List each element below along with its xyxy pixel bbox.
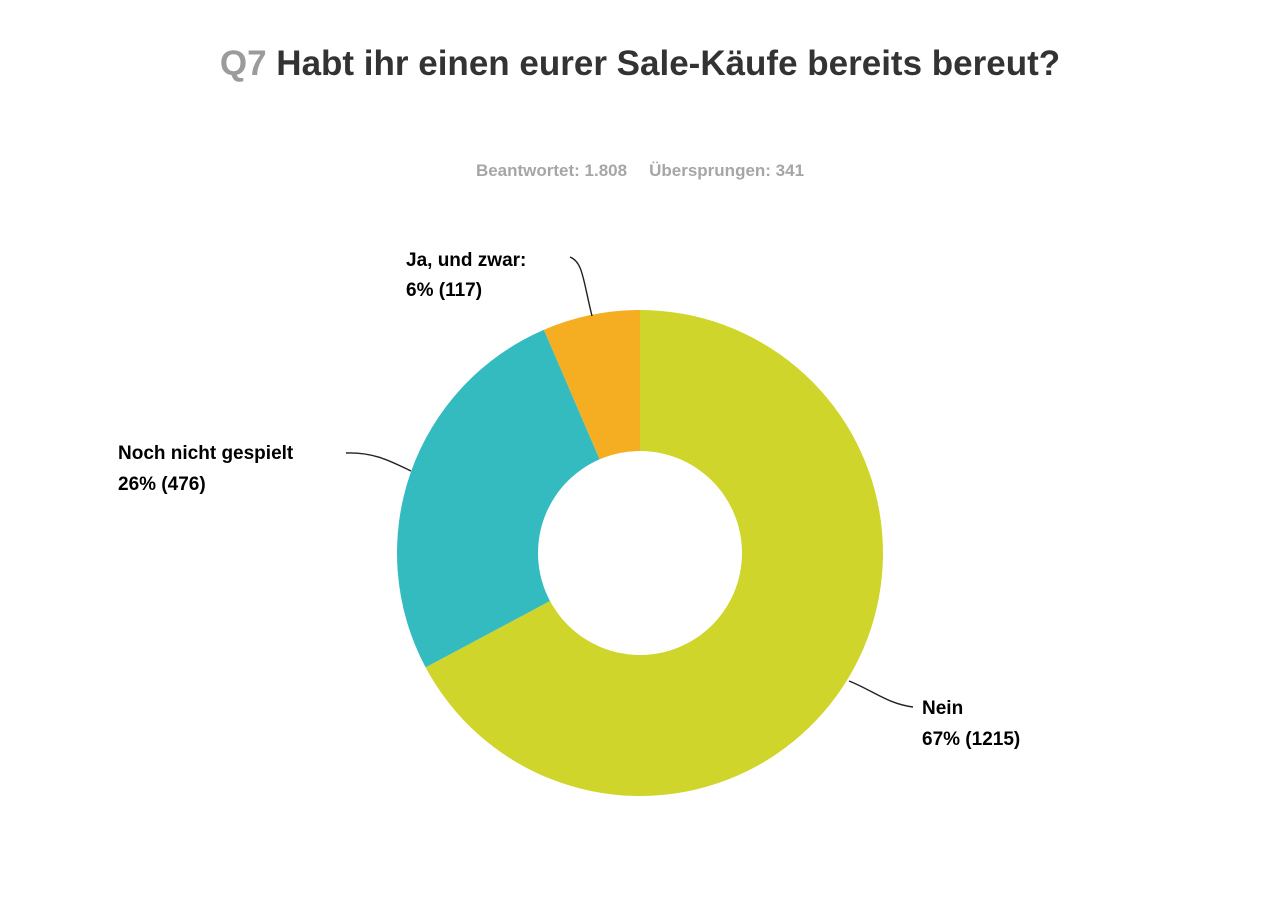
label-group-nein: Nein 67% (1215) xyxy=(848,680,1020,750)
label-group-noch-nicht-gespielt: Noch nicht gespielt 26% (476) xyxy=(118,443,412,495)
leader-line-nein xyxy=(848,680,914,708)
slice-label-noch-nicht-gespielt-name: Noch nicht gespielt xyxy=(118,443,294,464)
answered-count: Beantwortet: 1.808 xyxy=(475,161,628,180)
response-stats: Beantwortet: 1.808 Übersprungen: 341 xyxy=(190,161,1090,181)
leader-line-noch-nicht-gespielt xyxy=(345,452,412,472)
chart-title: Q7 Habt ihr einen eurer Sale-Käufe berei… xyxy=(190,40,1090,87)
slice-label-nein-name: Nein xyxy=(922,698,963,719)
question-number: Q7 xyxy=(219,44,267,83)
donut-hole xyxy=(538,451,742,655)
skipped-count: Übersprungen: 341 xyxy=(649,161,805,180)
slice-label-ja-und-zwar-name: Ja, und zwar: xyxy=(406,250,526,271)
slice-label-nein-value: 67% (1215) xyxy=(922,729,1020,750)
slice-label-noch-nicht-gespielt-value: 26% (476) xyxy=(118,474,206,495)
label-group-ja-und-zwar: Ja, und zwar: 6% (117) xyxy=(406,250,593,317)
leader-line-ja-und-zwar xyxy=(569,256,593,317)
question-text: Habt ihr einen eurer Sale-Käufe bereits … xyxy=(276,44,1061,83)
slice-label-ja-und-zwar-value: 6% (117) xyxy=(406,280,482,301)
